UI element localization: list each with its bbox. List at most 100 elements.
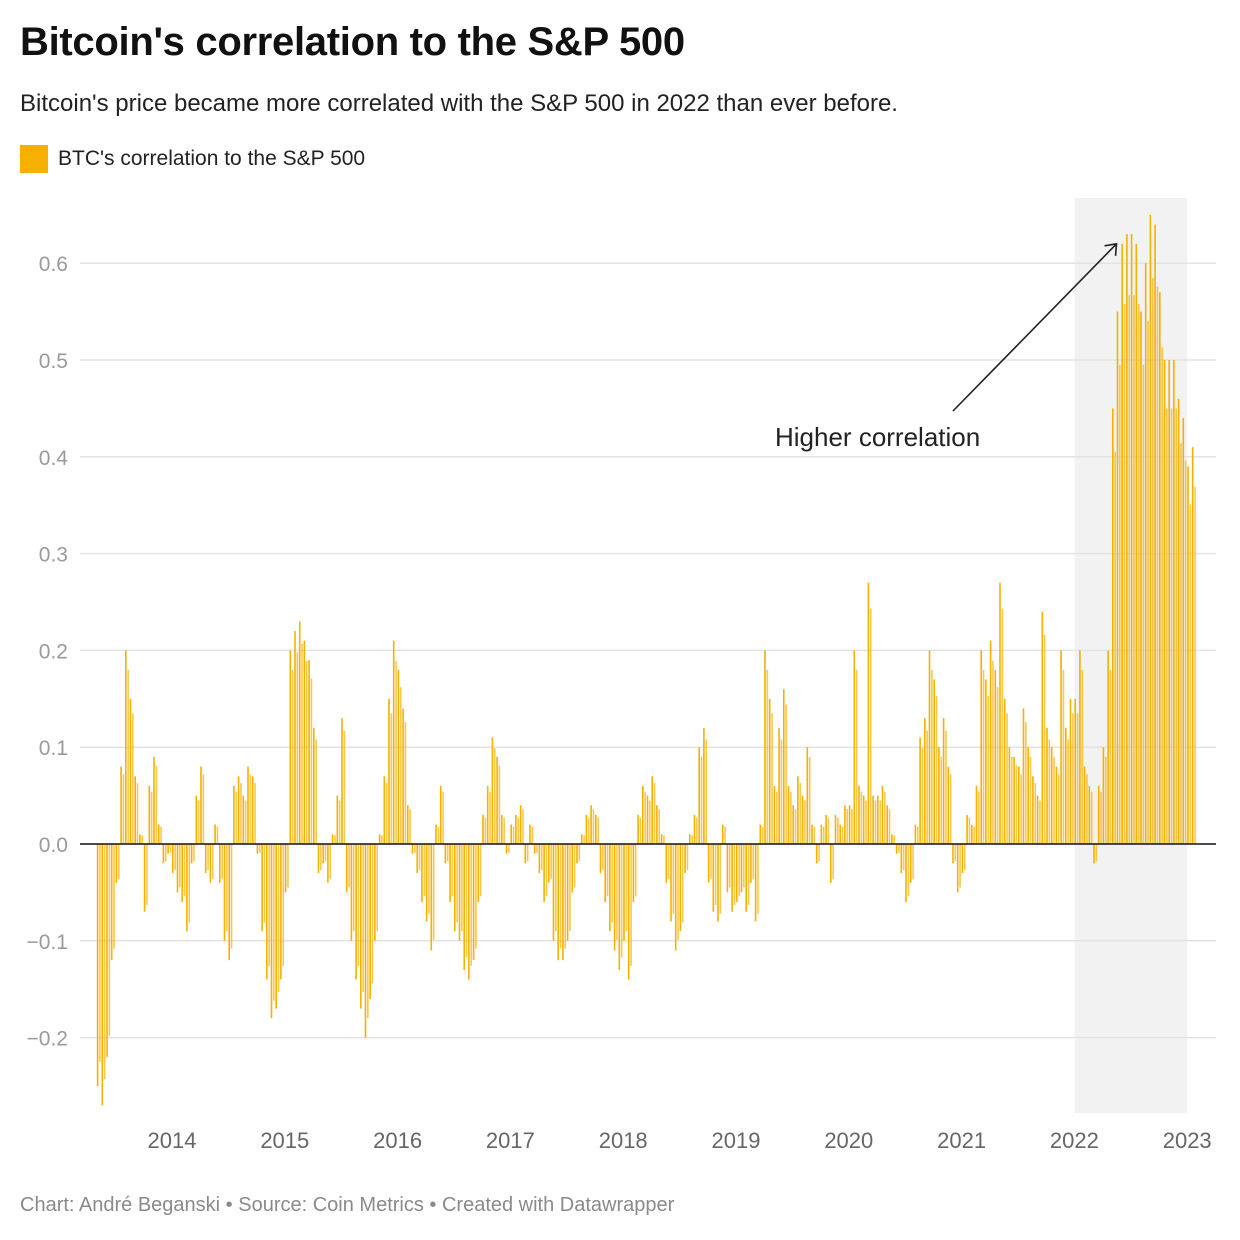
bar [639,817,642,844]
bar [188,844,191,923]
bar [583,835,585,844]
bar [176,844,179,893]
bar [266,844,268,980]
bar [1121,243,1123,845]
bar [566,844,569,941]
bar [968,817,971,844]
bar [703,727,705,844]
bar [132,713,134,844]
y-tick-label: −0.2 [27,1028,68,1051]
bar [642,785,644,844]
bar [143,844,146,912]
x-tick-label: 2020 [824,1128,873,1153]
y-tick-label: 0.1 [39,737,68,760]
bar [155,765,158,844]
bar [691,835,693,844]
bar [627,844,630,980]
bar [963,844,966,871]
bar [1055,766,1058,844]
bar [590,805,592,844]
bar [402,708,404,844]
bar [818,844,820,862]
bar [543,844,545,903]
bar [891,834,893,844]
bar [1018,766,1020,844]
bar [414,844,416,853]
bar [825,814,827,844]
bar [952,844,954,864]
bar [698,747,700,844]
bar [1166,408,1168,844]
y-tick-label: −0.1 [27,931,68,954]
bar [766,669,769,844]
bar [625,844,628,932]
bar [458,844,461,941]
bar [416,844,418,874]
bar [738,844,740,897]
bar [747,844,750,905]
bar [338,800,341,844]
bar [341,718,343,844]
bar [1006,713,1008,844]
bar [940,756,943,844]
bar [947,766,950,844]
bar [190,844,193,864]
bar [921,748,924,844]
bar [352,844,355,932]
bar [287,844,289,888]
bar [681,844,684,923]
bar [728,844,731,888]
bar [512,826,515,844]
bar [982,669,985,844]
bar [785,704,787,844]
bar [242,795,245,844]
bar [559,844,562,949]
bar [183,844,186,897]
bar [1086,774,1088,844]
bar [860,791,863,844]
bar [291,669,294,844]
bar [1173,360,1175,844]
bar [197,800,200,844]
bar [331,834,334,844]
y-axis-ticks: −0.2 −0.1 0.0 0.1 0.2 0.3 0.4 0.5 0.6 [27,253,69,1050]
bar [343,730,346,844]
bar [980,650,982,844]
bar [1137,303,1140,845]
bar [1161,347,1163,844]
bar [895,844,898,854]
bar [928,650,931,844]
bar [886,805,888,844]
bar [374,844,376,941]
bar [956,844,959,893]
bar [505,844,508,854]
bar [585,814,588,844]
bar [611,844,614,923]
bar [592,809,595,844]
bar [1036,795,1039,844]
bar [329,844,332,879]
bar [879,800,881,844]
bar [536,844,538,853]
bar [778,727,780,844]
bar [1072,713,1074,844]
bar [846,809,849,844]
chart-title: Bitcoin's correlation to the S&P 500 [20,20,685,64]
bar [425,844,428,922]
bar [1187,466,1189,844]
bar [844,805,846,844]
bar [1081,669,1084,844]
bar [1022,708,1025,844]
bar [902,844,905,871]
bar [646,795,649,844]
bar [390,713,393,844]
bar [1163,360,1166,844]
bar [945,730,947,844]
bar [110,844,113,961]
bar [501,814,503,844]
bar [893,835,896,844]
bar [731,844,733,912]
bar [322,844,324,864]
x-tick-label: 2018 [599,1128,648,1153]
bar [954,844,957,862]
